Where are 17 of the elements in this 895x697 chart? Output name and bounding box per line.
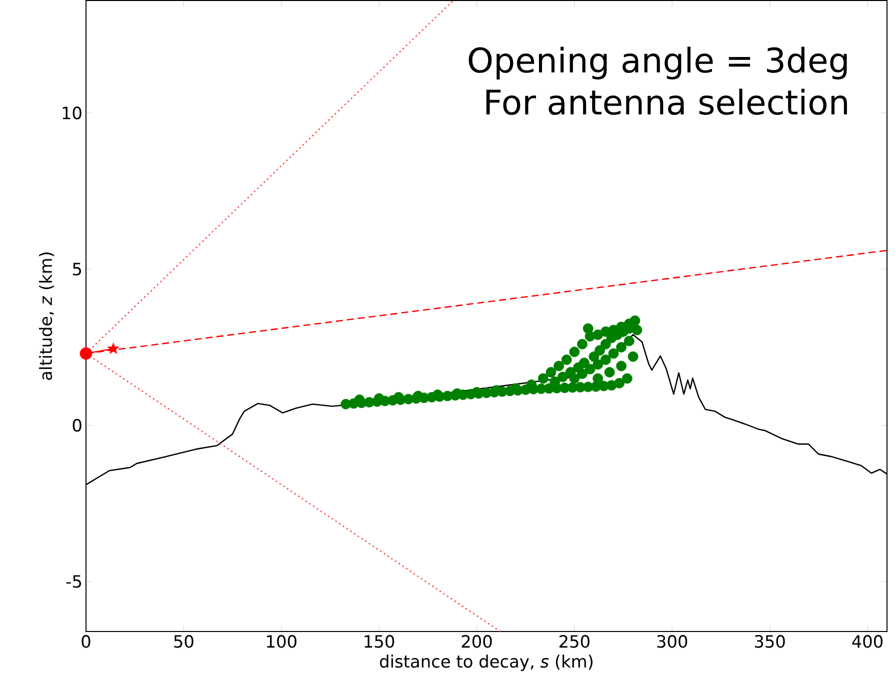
- x-tick-label: 400: [852, 635, 883, 648]
- y-tick-label: 0: [72, 419, 82, 432]
- x-tick-label: 350: [754, 635, 785, 648]
- x-tick-label: 250: [559, 635, 590, 648]
- annotation: For antenna selection: [486, 88, 847, 116]
- y-tick-label: 10: [62, 106, 82, 120]
- x-tick-label: 300: [657, 635, 688, 648]
- y-tick-label: 5: [73, 263, 82, 276]
- x-tick-label: 200: [462, 635, 492, 648]
- x-tick-label: 150: [364, 635, 394, 648]
- y-axis-title: altitude, z (km): [38, 252, 54, 380]
- x-tick-label: 50: [174, 635, 194, 648]
- annotation: Opening angle = 3deg: [468, 46, 847, 80]
- x-tick-label: 0: [82, 635, 90, 648]
- y-tick-label: -5: [66, 575, 82, 588]
- x-axis-title: distance to decay, s (km): [380, 654, 593, 672]
- x-tick-label: 100: [267, 635, 296, 648]
